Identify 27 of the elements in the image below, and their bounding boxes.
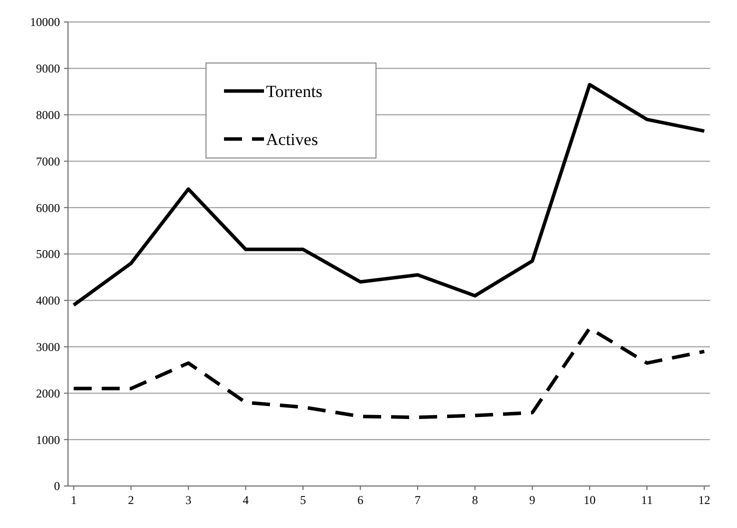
- x-tick-label: 10: [584, 493, 596, 507]
- line-series: [72, 326, 706, 420]
- x-tick-label: 12: [698, 493, 710, 507]
- legend-label: Torrents: [266, 82, 322, 101]
- y-tick-label: 10000: [30, 15, 60, 30]
- x-tick-label: 2: [128, 493, 134, 507]
- x-tick-label: 3: [185, 493, 192, 507]
- x-tick-label: 8: [472, 493, 478, 507]
- y-tick-label: 4000: [36, 294, 60, 308]
- y-tick-label: 3000: [36, 340, 60, 354]
- x-tick-label: 1: [70, 493, 77, 507]
- y-tick-label: 8000: [36, 108, 60, 122]
- x-tick-label: 4: [242, 493, 249, 507]
- x-tick-label: 6: [357, 493, 364, 507]
- y-tick-label: 1000: [36, 432, 60, 447]
- x-tick-label: 11: [641, 493, 653, 507]
- x-tick-label: 5: [300, 493, 306, 507]
- y-tick-label: 0: [54, 479, 60, 494]
- y-tick-label: 9000: [36, 62, 60, 76]
- y-tick-label: 5000: [36, 247, 60, 262]
- x-tick-label: 9: [529, 493, 536, 507]
- y-tick-label: 2000: [36, 386, 60, 400]
- y-tick-label: 7000: [36, 154, 60, 168]
- legend-label: Actives: [266, 130, 318, 149]
- x-tick-label: 7: [414, 493, 421, 507]
- line-series: [72, 82, 706, 307]
- y-tick-label: 6000: [36, 200, 60, 215]
